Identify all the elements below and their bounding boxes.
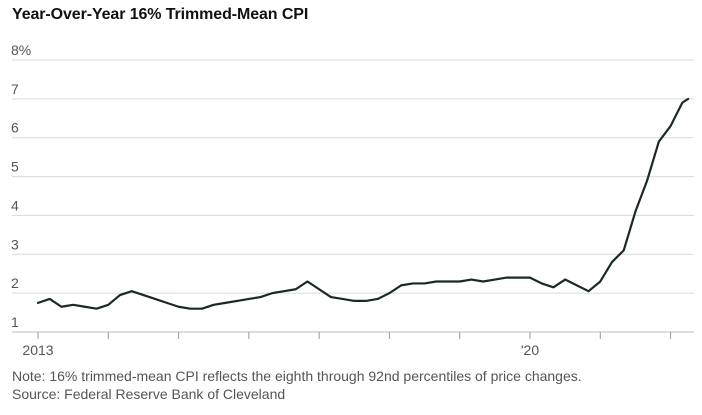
y-tick-label-3: 3	[11, 236, 19, 252]
y-tick-label-8: 8%	[11, 42, 31, 58]
y-tick-label-4: 4	[11, 197, 19, 213]
line-chart: 1 2 3 4 5 6 7 8% 2013 '20	[11, 42, 694, 358]
x-tick-label-2020-01: '20	[521, 342, 539, 358]
chart-source: Source: Federal Reserve Bank of Clevelan…	[12, 386, 286, 402]
chart-title: Year-Over-Year 16% Trimmed-Mean CPI	[12, 6, 309, 23]
series-layer	[36, 97, 690, 310]
x-tick-label-2013-01: 2013	[22, 342, 53, 358]
series-line-0	[36, 97, 690, 310]
chart-note: Note: 16% trimmed-mean CPI reflects the …	[12, 368, 582, 384]
axis-labels: 1 2 3 4 5 6 7 8% 2013 '20	[11, 42, 539, 358]
footnotes: Note: 16% trimmed-mean CPI reflects the …	[12, 367, 582, 403]
y-tick-label-6: 6	[11, 120, 19, 136]
y-tick-label-7: 7	[11, 81, 19, 97]
y-tick-label-1: 1	[11, 314, 19, 330]
axis-ticks	[37, 332, 672, 339]
gridlines	[12, 59, 694, 333]
y-tick-label-2: 2	[11, 275, 19, 291]
y-tick-label-5: 5	[11, 159, 19, 175]
